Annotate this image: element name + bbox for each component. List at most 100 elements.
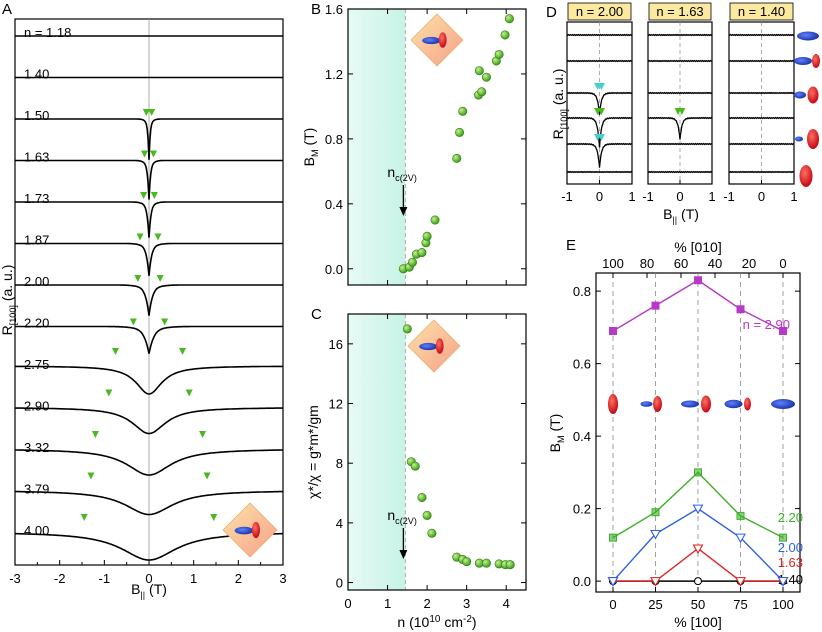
- series-marker: [650, 529, 661, 540]
- plot-frame: [347, 8, 527, 286]
- r-trace: [728, 170, 795, 174]
- y-tick-label: 1.2: [325, 67, 343, 82]
- peak-marker: [148, 109, 156, 116]
- data-point: [407, 257, 417, 267]
- curve-label: 1.50: [24, 108, 49, 123]
- red-valley-ellipse: [812, 54, 820, 68]
- y-tick-label: 1.6: [325, 2, 343, 17]
- peak-marker: [149, 150, 157, 158]
- data-point: [474, 66, 484, 76]
- r-trace: [647, 59, 713, 63]
- curve-label: 2.00: [24, 274, 49, 289]
- blue-valley-ellipse: [797, 31, 819, 41]
- x-tick-label: 1: [708, 189, 715, 204]
- x-tick-label: 1: [628, 189, 635, 204]
- blue-valley-ellipse: [640, 401, 653, 407]
- r-curve: [15, 365, 283, 395]
- x-tick-label: 3: [279, 571, 286, 586]
- data-point: [455, 127, 465, 137]
- top-x-tick-label: 20: [742, 256, 756, 271]
- r-curve: [15, 490, 283, 516]
- r-trace: [647, 170, 713, 174]
- data-point: [481, 558, 491, 568]
- top-x-axis-label: % [010]: [674, 239, 721, 255]
- series-marker: [651, 301, 660, 310]
- blue-valley-ellipse: [771, 399, 795, 409]
- peak-marker: [597, 83, 605, 90]
- data-point: [494, 49, 504, 59]
- y-tick-label: 0.0: [573, 574, 591, 589]
- series-marker: [777, 577, 789, 587]
- critical-density-label: nc(2V): [387, 507, 417, 526]
- y-tick-label: 0.2: [573, 502, 591, 517]
- blue-valley-ellipse: [419, 342, 438, 351]
- x-axis-label: n (1010 cm-2): [397, 614, 476, 630]
- series-marker: [694, 276, 702, 285]
- y-axis-label-unit: (a. u.): [0, 265, 15, 305]
- lattice-icon-a: [222, 502, 278, 558]
- plot-frame: [347, 313, 527, 591]
- density-label: n = 1.63: [656, 4, 703, 19]
- y-tick-label: 16: [329, 337, 343, 352]
- data-point: [417, 248, 427, 258]
- x-tick-label: 0: [344, 596, 351, 611]
- x-tick-label: -1: [642, 189, 654, 204]
- r-curve: [15, 284, 283, 316]
- r-trace: [728, 33, 795, 37]
- panel-letter-a: A: [2, 1, 12, 18]
- x-tick-label: -2: [54, 571, 66, 586]
- y-axis-label-main: B: [301, 157, 317, 166]
- y-axis-label-sub: [100]: [8, 305, 18, 325]
- x-axis-label-main: B: [131, 581, 140, 597]
- y-tick-label: 8: [336, 456, 343, 471]
- data-point: [500, 30, 510, 40]
- r-trace: [566, 116, 633, 148]
- r-curve: [15, 242, 283, 276]
- critical-density-label-sub: c(2V): [395, 516, 417, 526]
- peak-marker: [210, 514, 218, 521]
- peak-marker: [141, 150, 149, 158]
- y-axis-label-main: R: [550, 129, 566, 139]
- data-point: [422, 510, 432, 520]
- r-curve: [15, 201, 283, 238]
- r-trace: [647, 33, 713, 37]
- peak-marker: [161, 318, 169, 326]
- lattice-icon: [410, 13, 464, 67]
- r-trace: [728, 142, 795, 146]
- arrow-head: [399, 550, 408, 559]
- curve-label: 1.87: [24, 233, 49, 248]
- blue-valley-ellipse: [234, 526, 254, 535]
- curve-label: 3.32: [24, 440, 49, 455]
- data-point: [505, 560, 515, 570]
- panel-letter-d: D: [546, 4, 557, 21]
- y-axis-label: BM (T): [301, 128, 320, 167]
- r-trace: [647, 91, 713, 95]
- series-marker: [693, 577, 703, 586]
- blue-valley-ellipse: [795, 136, 803, 142]
- y-axis-label-sub: [100]: [559, 109, 569, 129]
- y-tick-label: 0: [336, 576, 343, 591]
- top-x-tick-label: 40: [708, 256, 722, 271]
- r-curve: [15, 407, 283, 435]
- shaded-region: [348, 9, 406, 285]
- red-valley-ellipse: [653, 396, 662, 412]
- x-tick-label: 2: [423, 596, 430, 611]
- peak-marker: [597, 108, 605, 115]
- y-axis-label: χ*/χ = g*m*/gm: [305, 405, 321, 499]
- y-axis-label-main: R: [0, 325, 15, 335]
- r-trace: [728, 91, 795, 95]
- y-axis-label: BM (T): [547, 414, 566, 453]
- peak-marker: [678, 108, 686, 115]
- blue-valley-ellipse: [422, 36, 441, 45]
- top-x-tick-label: 60: [674, 256, 688, 271]
- r-curve: [15, 118, 283, 160]
- blue-valley-ellipse: [794, 91, 806, 99]
- x-axis-label-part: 10: [429, 614, 441, 625]
- data-point: [458, 106, 468, 116]
- x-axis-label-sub: ||: [672, 215, 677, 225]
- peak-marker: [91, 431, 99, 438]
- series-label: 2.20: [778, 510, 803, 525]
